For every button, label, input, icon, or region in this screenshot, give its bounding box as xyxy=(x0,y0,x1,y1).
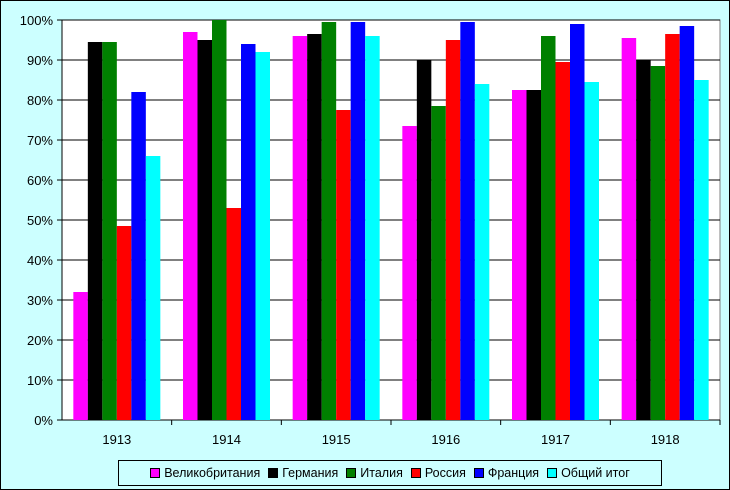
bar xyxy=(116,226,132,420)
bar xyxy=(183,32,198,420)
bar xyxy=(541,36,556,420)
x-tick-label: 1918 xyxy=(651,432,680,447)
legend-swatch xyxy=(547,468,558,478)
legend-swatch xyxy=(150,468,161,478)
y-tick-label: 80% xyxy=(27,93,53,108)
legend-swatch xyxy=(346,468,357,478)
legend-swatch xyxy=(268,468,279,478)
bar xyxy=(474,84,490,420)
bar xyxy=(402,126,417,420)
bar xyxy=(570,24,585,420)
bar xyxy=(512,90,527,420)
legend-label: Италия xyxy=(360,466,403,480)
bar xyxy=(226,208,241,420)
x-tick-label: 1916 xyxy=(431,432,460,447)
chart-legend: Великобритания Германия Италия Россия Франци… xyxy=(118,460,662,486)
bar xyxy=(321,22,337,420)
legend-item: Франция xyxy=(473,466,540,480)
bar xyxy=(350,22,366,420)
legend-item: Россия xyxy=(410,466,466,480)
bar xyxy=(460,22,475,420)
x-tick-label: 1913 xyxy=(102,432,131,447)
x-tick-label: 1914 xyxy=(212,432,241,447)
bar xyxy=(197,40,212,420)
bar xyxy=(621,38,637,420)
y-tick-label: 10% xyxy=(27,373,53,388)
bar xyxy=(694,80,709,420)
legend-item: Великобритания xyxy=(150,466,260,480)
y-tick-label: 30% xyxy=(27,293,53,308)
legend-item: Италия xyxy=(346,466,403,480)
bar xyxy=(650,66,666,420)
legend-label: Россия xyxy=(424,466,466,480)
bar xyxy=(584,82,599,420)
bar xyxy=(255,52,270,420)
bar xyxy=(365,36,380,420)
legend-item: Общий итог xyxy=(547,466,630,480)
y-tick-label: 70% xyxy=(27,133,53,148)
legend-label: Франция xyxy=(487,466,540,480)
legend-label: Великобритания xyxy=(164,466,261,480)
bar xyxy=(292,36,308,420)
bar xyxy=(336,110,351,420)
legend-label: Общий итог xyxy=(561,466,630,480)
bar xyxy=(665,34,680,420)
bar xyxy=(555,62,570,420)
bar xyxy=(636,60,651,420)
y-tick-label: 100% xyxy=(20,13,54,28)
bar xyxy=(212,20,227,420)
legend-swatch xyxy=(410,468,421,478)
bar xyxy=(87,42,103,420)
x-tick-label: 1917 xyxy=(541,432,570,447)
y-tick-label: 20% xyxy=(27,333,53,348)
bar xyxy=(145,156,161,420)
bar xyxy=(307,34,322,420)
legend-item: Германия xyxy=(268,466,338,480)
bar xyxy=(131,92,146,420)
y-tick-label: 90% xyxy=(27,53,53,68)
y-tick-label: 40% xyxy=(27,253,53,268)
bar xyxy=(102,42,117,420)
bar xyxy=(416,60,432,420)
legend-swatch xyxy=(473,468,484,478)
legend-label: Германия xyxy=(282,466,339,480)
bar xyxy=(431,106,446,420)
bar xyxy=(241,44,256,420)
x-tick-label: 1915 xyxy=(322,432,351,447)
y-tick-label: 0% xyxy=(34,413,53,428)
bar xyxy=(73,292,88,420)
bar xyxy=(445,40,461,420)
y-tick-label: 50% xyxy=(27,213,53,228)
bar xyxy=(526,90,541,420)
y-tick-label: 60% xyxy=(27,173,53,188)
bar xyxy=(679,26,695,420)
